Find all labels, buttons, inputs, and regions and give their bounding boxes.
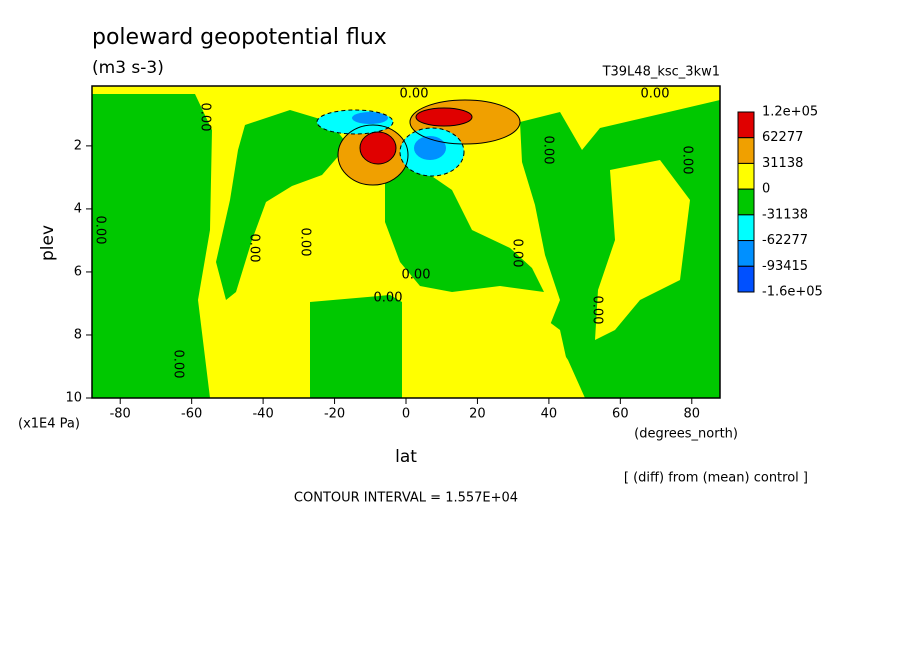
field bbox=[91, 85, 721, 399]
contour-label: 0.00 bbox=[641, 87, 670, 102]
contour-label: 0.00 bbox=[247, 234, 262, 263]
contour-label: 0.00 bbox=[680, 146, 695, 175]
region bbox=[310, 295, 402, 398]
contour-label: 0.00 bbox=[510, 239, 525, 268]
y-tick-label: 6 bbox=[74, 264, 82, 279]
x-tick-label: 80 bbox=[684, 407, 701, 422]
contour-label: 0.00 bbox=[93, 216, 108, 245]
contour-label: 0.00 bbox=[590, 296, 605, 325]
run-label: T39L48_ksc_3kw1 bbox=[602, 65, 720, 80]
contour-label: 0.00 bbox=[298, 228, 313, 257]
x-tick-label: 20 bbox=[469, 407, 486, 422]
chart-title: poleward geopotential flux bbox=[92, 25, 387, 50]
region bbox=[385, 148, 544, 292]
x-axis-label: lat bbox=[395, 447, 417, 467]
x-tick-label: -80 bbox=[110, 407, 131, 422]
blob bbox=[414, 136, 446, 160]
x-units: (degrees_north) bbox=[634, 427, 738, 442]
note: [ (diff) from (mean) control ] bbox=[624, 471, 808, 486]
x-tick-label: 60 bbox=[612, 407, 629, 422]
colorbar-label: 31138 bbox=[762, 156, 803, 171]
colorbar-label: 0 bbox=[762, 182, 770, 197]
region bbox=[440, 300, 575, 398]
y-tick-label: 10 bbox=[65, 391, 82, 406]
contour-label: 0.00 bbox=[402, 268, 431, 283]
colorbar-box bbox=[737, 162, 755, 190]
region bbox=[595, 160, 690, 340]
x-tick-label: 0 bbox=[402, 407, 410, 422]
x-tick-label: 40 bbox=[541, 407, 558, 422]
region bbox=[92, 94, 212, 398]
contour-label: 0.00 bbox=[171, 350, 186, 379]
contour-label: 0.00 bbox=[374, 291, 403, 306]
y-axis-label: plev bbox=[38, 225, 58, 261]
y-tick-label: 4 bbox=[74, 201, 82, 216]
blob bbox=[352, 112, 388, 124]
region bbox=[216, 110, 348, 300]
colorbar-box bbox=[737, 137, 755, 164]
colorbar-label: 1.2e+05 bbox=[762, 105, 818, 120]
colorbar-box bbox=[737, 188, 755, 216]
colorbar-box bbox=[737, 214, 755, 242]
colorbar-box bbox=[737, 240, 755, 267]
x-tick-label: -60 bbox=[181, 407, 202, 422]
blob bbox=[360, 132, 396, 164]
x-tick-label: -20 bbox=[324, 407, 345, 422]
contour-interval: CONTOUR INTERVAL = 1.557E+04 bbox=[294, 491, 518, 506]
colorbar-label: -31138 bbox=[762, 207, 808, 222]
y-units: (x1E4 Pa) bbox=[18, 417, 80, 432]
y-tick-label: 2 bbox=[74, 138, 82, 153]
y-tick-label: 8 bbox=[74, 327, 82, 342]
units: (m3 s-3) bbox=[92, 58, 164, 78]
colorbar-box bbox=[737, 265, 755, 293]
colorbar-label: -1.6e+05 bbox=[762, 285, 823, 300]
x-tick-label: -40 bbox=[252, 407, 273, 422]
colorbar-label: -62277 bbox=[762, 233, 808, 248]
colorbar-label: 62277 bbox=[762, 130, 803, 145]
colorbar-box bbox=[737, 111, 755, 139]
blob bbox=[416, 108, 472, 126]
contour-label: 0.00 bbox=[400, 87, 429, 102]
contour-lines bbox=[316, 99, 521, 186]
contour-label: 0.00 bbox=[541, 136, 556, 165]
colorbar-label: -93415 bbox=[762, 259, 808, 274]
contour-label: 0.00 bbox=[198, 103, 213, 132]
